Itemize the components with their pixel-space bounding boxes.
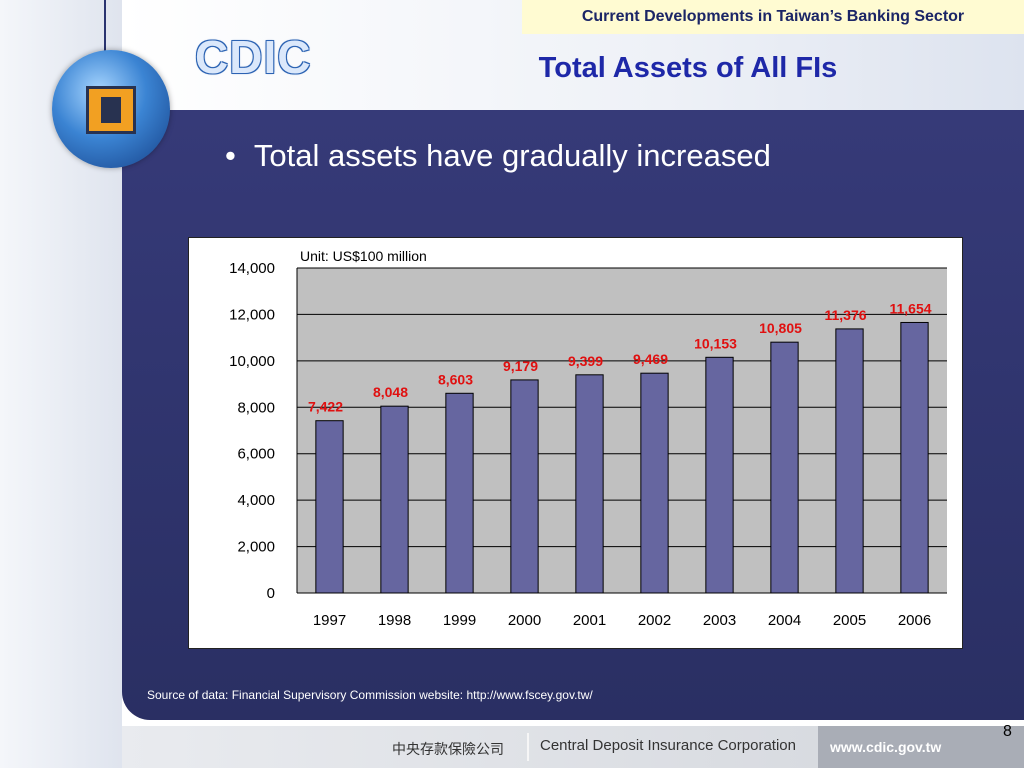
bar: [315, 420, 344, 594]
bar: [640, 372, 669, 594]
value-labels: 7,422 8,048 8,603 9,179 9,399 9,469 10,153 10,8…: [308, 300, 932, 414]
bar: [445, 392, 474, 594]
y-tick-label: 12,000: [229, 306, 275, 323]
bar: [510, 379, 539, 594]
bar: [575, 374, 604, 594]
slide-title: Total Assets of All FIs: [538, 52, 838, 84]
value-label: 10,153: [694, 335, 737, 351]
footer-url: www.cdic.gov.tw: [818, 726, 1024, 768]
footer-english-name: Central Deposit Insurance Corporation: [540, 737, 796, 754]
value-label: 8,603: [438, 371, 473, 387]
cdic-logo-mark-icon: [86, 86, 136, 134]
bar: [770, 341, 799, 594]
chart-box: 7,422 8,048 8,603 9,179 9,399 9,469 10,153 10,8…: [188, 237, 963, 649]
bar: [705, 356, 734, 594]
x-tick-label: 2001: [573, 612, 606, 629]
y-tick-label: 10,000: [229, 353, 275, 370]
x-tick-label: 2005: [833, 612, 866, 629]
value-label: 9,469: [633, 351, 668, 367]
value-label: 7,422: [308, 399, 343, 415]
bar: [835, 328, 864, 594]
y-tick-label: 2,000: [237, 539, 275, 556]
x-tick-label: 2006: [898, 612, 931, 629]
page-number: 8: [1003, 723, 1012, 740]
bar: [900, 321, 929, 594]
x-tick-label: 1999: [443, 612, 476, 629]
value-label: 9,179: [503, 358, 538, 374]
top-banner: Current Developments in Taiwan’s Banking…: [522, 0, 1024, 34]
x-tick-label: 2000: [508, 612, 541, 629]
footer-chinese-name: 中央存款保險公司: [392, 741, 504, 757]
bullet-text: Total assets have gradually increased: [253, 138, 771, 173]
x-tick-label: 2004: [768, 612, 801, 629]
y-tick-label: 0: [267, 585, 275, 602]
x-tick-label: 2002: [638, 612, 671, 629]
bullet-item: • Total assets have gradually increased: [225, 138, 771, 174]
value-label: 10,805: [759, 320, 802, 336]
cdic-logo-globe-icon: [52, 50, 170, 168]
y-tick-labels: 0 2,000 4,000 6,000 8,000 10,000 12,000 14,000: [229, 260, 275, 602]
value-label: 8,048: [373, 384, 408, 400]
x-tick-label: 1997: [313, 612, 346, 629]
footer-divider: [527, 733, 529, 761]
source-note: Source of data: Financial Supervisory Co…: [147, 688, 593, 702]
x-tick-labels: 1997 1998 1999 2000 2001 2002 2003 2004 2005 2006: [313, 612, 931, 629]
bar: [380, 405, 409, 594]
bars: [315, 321, 929, 594]
bar-chart: 7,422 8,048 8,603 9,179 9,399 9,469 10,153 10,8…: [229, 248, 947, 629]
y-tick-label: 14,000: [229, 260, 275, 277]
x-tick-label: 2003: [703, 612, 736, 629]
bullet-marker: •: [225, 138, 236, 173]
value-label: 11,376: [824, 307, 866, 323]
y-tick-label: 8,000: [237, 399, 275, 416]
brand-wordmark: CDIC: [195, 31, 312, 83]
x-tick-label: 1998: [378, 612, 411, 629]
y-tick-label: 4,000: [237, 492, 275, 509]
y-tick-label: 6,000: [237, 446, 275, 463]
unit-note: Unit: US$100 million: [300, 248, 427, 264]
value-label: 11,654: [889, 300, 931, 316]
value-label: 9,399: [568, 353, 603, 369]
